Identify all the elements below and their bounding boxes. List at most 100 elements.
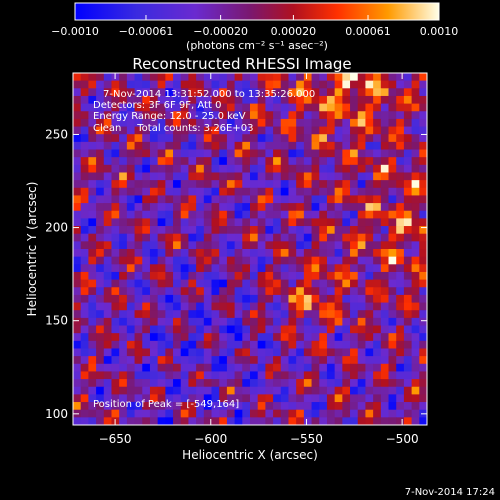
heatmap-cell (280, 134, 289, 143)
heatmap-cell (411, 149, 420, 158)
heatmap-cell (165, 317, 174, 326)
annotations: 7-Nov-2014 13:31:52.000 to 13:35:26.000 … (93, 89, 315, 410)
heatmap-cell (311, 417, 320, 425)
heatmap-cell (273, 180, 282, 189)
heatmap-cell (103, 210, 112, 219)
heatmap-cell (296, 402, 305, 411)
heatmap-cells (73, 73, 427, 425)
heatmap-cell (119, 88, 128, 97)
heatmap-cell (388, 402, 397, 411)
heatmap-cell (188, 279, 197, 288)
heatmap-cell (396, 141, 405, 150)
heatmap-cell (265, 226, 274, 235)
heatmap-cell (357, 164, 366, 173)
heatmap-cell (134, 88, 143, 97)
heatmap-cell (280, 325, 289, 334)
heatmap-cell (265, 141, 274, 150)
heatmap-cell (203, 187, 212, 196)
heatmap-cell (250, 333, 259, 342)
heatmap-cell (219, 264, 228, 273)
heatmap-cell (280, 103, 289, 112)
heatmap-cell (149, 233, 159, 242)
heatmap-cell (396, 241, 405, 250)
heatmap-cell (373, 310, 382, 319)
heatmap-cell (234, 249, 243, 258)
heatmap-cell (149, 294, 159, 303)
heatmap-cell (219, 141, 228, 150)
heatmap-cell (211, 279, 220, 288)
heatmap-cell (319, 394, 328, 403)
heatmap-cell (280, 73, 289, 82)
heatmap-cell (211, 88, 220, 97)
heatmap-cell (334, 417, 343, 425)
heatmap-cell (357, 264, 366, 273)
heatmap-cell (111, 310, 120, 319)
heatmap-cell (157, 264, 166, 273)
heatmap-cell (203, 157, 212, 166)
heatmap-cell (334, 379, 343, 388)
heatmap-cell (373, 363, 382, 372)
heatmap-cell (380, 134, 389, 143)
heatmap-cell (180, 210, 189, 219)
heatmap-cell (126, 287, 135, 296)
heatmap-cell (396, 333, 405, 342)
heatmap-cell (319, 363, 328, 372)
heatmap-cell (265, 325, 274, 334)
heatmap-cell (234, 141, 243, 150)
heatmap-cell (103, 340, 112, 349)
heatmap-cell (149, 88, 159, 97)
heatmap-cell (303, 134, 312, 143)
heatmap-cell (380, 302, 389, 311)
heatmap-cell (365, 348, 374, 357)
heatmap-cell (226, 141, 236, 150)
heatmap-cell (288, 302, 297, 311)
heatmap-cell (419, 126, 427, 135)
heatmap-cell (319, 249, 328, 258)
heatmap-cell (96, 348, 105, 357)
heatmap-cell (111, 394, 120, 403)
heatmap-cell (311, 279, 320, 288)
heatmap-cell (373, 111, 382, 120)
heatmap-cell (234, 264, 243, 273)
heatmap-cell (165, 340, 174, 349)
heatmap-cell (157, 210, 166, 219)
heatmap-cell (103, 195, 112, 204)
heatmap-cell (296, 241, 305, 250)
heatmap-cell (403, 409, 413, 418)
heatmap-cell (142, 287, 151, 296)
heatmap-cell (211, 340, 220, 349)
heatmap-cell (126, 409, 135, 418)
heatmap-cell (296, 172, 305, 181)
heatmap-cell (142, 226, 151, 235)
heatmap-cell (73, 203, 82, 212)
heatmap-cell (288, 394, 297, 403)
heatmap-cell (388, 134, 397, 143)
heatmap-cell (180, 195, 189, 204)
heatmap-cell (388, 157, 397, 166)
heatmap-cell (342, 80, 351, 89)
heatmap-cell (319, 149, 328, 158)
heatmap-cell (250, 226, 259, 235)
heatmap-cell (419, 325, 427, 334)
heatmap-cell (373, 317, 382, 326)
heatmap-cell (396, 294, 405, 303)
heatmap-cell (157, 249, 166, 258)
heatmap-cell (334, 325, 343, 334)
heatmap-cell (234, 210, 243, 219)
heatmap-cell (88, 103, 97, 112)
heatmap-cell (411, 134, 420, 143)
heatmap-cell (303, 103, 312, 112)
heatmap-cell (265, 126, 274, 135)
heatmap-cell (80, 126, 89, 135)
heatmap-cell (365, 210, 374, 219)
heatmap-cell (257, 386, 266, 395)
heatmap-cell (396, 226, 405, 235)
heatmap-cell (196, 111, 205, 120)
heatmap-cell (288, 226, 297, 235)
heatmap-cell (388, 233, 397, 242)
heatmap-cell (334, 333, 343, 342)
heatmap-cell (257, 287, 266, 296)
heatmap-cell (96, 210, 105, 219)
heatmap-cell (219, 386, 228, 395)
heatmap-cell (226, 80, 236, 89)
